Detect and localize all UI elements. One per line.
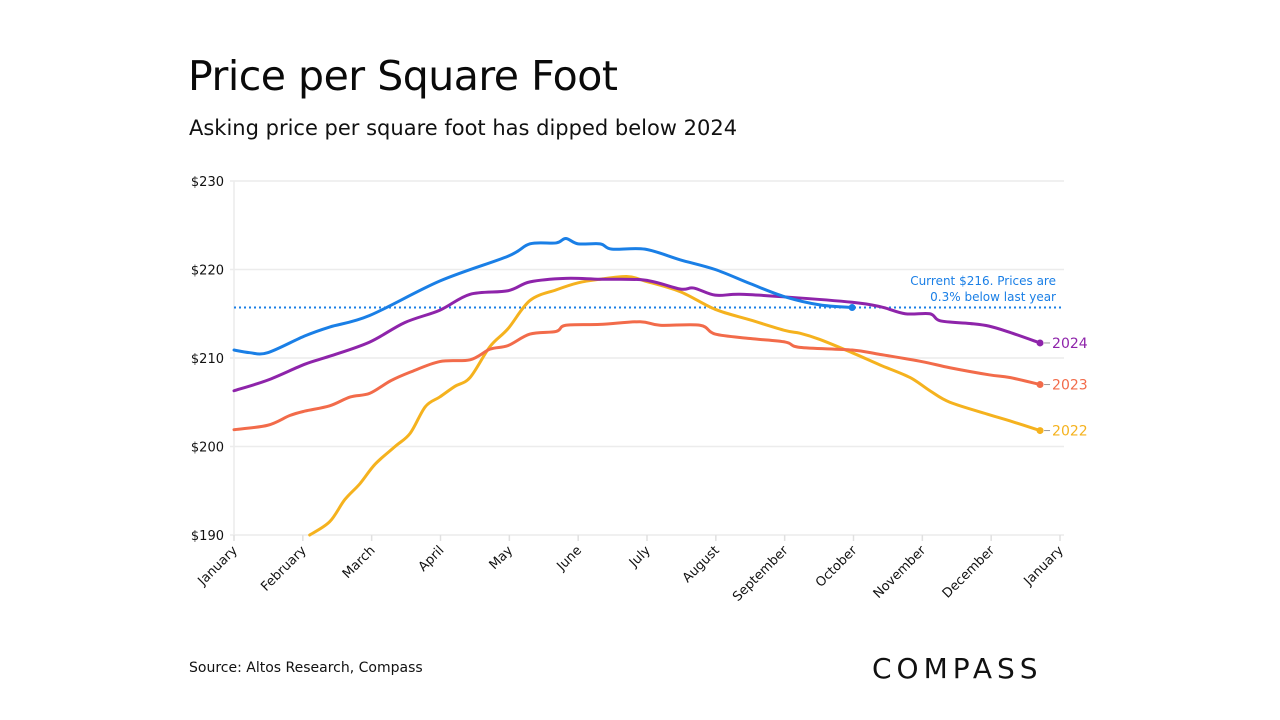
y-axis: $190 $200 $210 $220 $230 [191, 175, 224, 544]
annotation-line-2: 0.3% below last year [930, 290, 1056, 304]
x-tick-label: February [258, 543, 310, 595]
x-tick-label: September [730, 543, 792, 605]
series-label-2024: 2024 [1052, 336, 1088, 352]
annotation-line-1: Current $216. Prices are [910, 274, 1056, 288]
end-marker-2022 [1036, 427, 1044, 435]
x-tick-label: August [680, 543, 723, 586]
x-tick-label: July [626, 543, 654, 571]
series-label-2022: 2022 [1052, 424, 1088, 440]
y-tick-label: $220 [191, 264, 224, 279]
x-tick-label: January [195, 543, 241, 589]
compass-logo: COMPASS [872, 652, 1043, 685]
series-line-2025 [232, 237, 854, 356]
x-tick-label: June [554, 543, 585, 574]
y-tick-label: $210 [191, 352, 224, 367]
annotation-group: Current $216. Prices are 0.3% below last… [910, 274, 1056, 304]
x-axis: January February March April May June July Augu… [195, 535, 1067, 605]
series-label-2023: 2023 [1052, 378, 1088, 394]
x-tick-label: March [340, 543, 379, 582]
x-tick-label: October [813, 543, 861, 591]
end-marker-2023 [1036, 381, 1044, 389]
series-lines: 2022 2023 2024 [232, 237, 1088, 537]
end-marker-2025 [848, 304, 856, 312]
series-line-2023 [232, 320, 1042, 432]
x-tick-label: December [940, 543, 999, 602]
chart-title: Price per Square Foot [188, 52, 618, 100]
x-tick-label: May [487, 543, 517, 573]
x-tick-label: January [1021, 543, 1067, 589]
chart-subtitle: Asking price per square foot has dipped … [189, 116, 738, 140]
end-marker-2024 [1036, 339, 1044, 347]
x-tick-label: November [871, 543, 930, 602]
source-note: Source: Altos Research, Compass [189, 660, 423, 676]
y-tick-label: $200 [191, 441, 224, 456]
y-tick-label: $230 [191, 175, 224, 190]
series-line-2024 [232, 276, 1042, 393]
y-tick-label: $190 [191, 529, 224, 544]
x-tick-label: April [416, 543, 448, 575]
